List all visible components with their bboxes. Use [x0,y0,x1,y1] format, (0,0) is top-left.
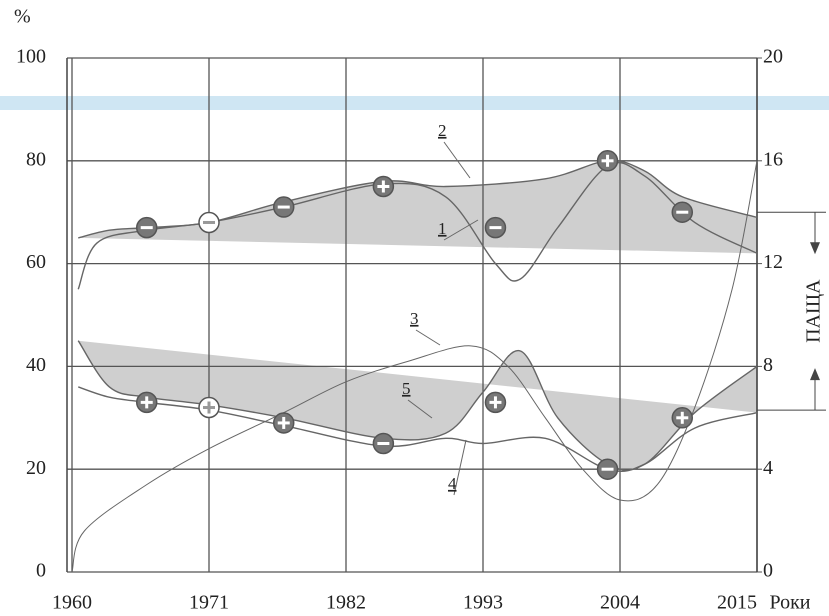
label-leader [407,399,433,419]
y2-tick-label: 0 [763,560,773,582]
x-tick-label: 1971 [189,592,229,614]
line [71,160,758,573]
curve-label: 5 [402,379,411,398]
bracket-label: ПАЩА [803,279,825,343]
y2-tick-label: 16 [763,148,783,170]
curve-label: 1 [438,219,447,238]
y2-tick-label: 8 [763,354,773,376]
band-fill [78,160,757,254]
watermark-band [0,96,829,110]
label-leader [415,329,441,346]
x-tick-label: 1960 [52,592,92,614]
y-axis-label: % [14,6,31,28]
x-tick-label: 2004 [600,592,640,614]
label-leader [443,219,479,241]
y-tick-label: 60 [26,251,46,273]
x-tick-label: 1982 [326,592,366,614]
x-axis-label: Роки [769,592,810,614]
band-fill [78,340,757,471]
y2-tick-label: 4 [763,457,773,479]
arrowhead [810,242,820,255]
curve-label: 2 [438,121,447,140]
arrowhead [810,368,820,381]
y-tick-label: 40 [26,354,46,376]
curve-label: 4 [448,474,457,493]
label-leader [453,439,467,496]
y2-tick-label: 20 [763,46,783,68]
y-tick-label: 0 [36,560,46,582]
y-tick-label: 20 [26,457,46,479]
y-tick-label: 80 [26,148,46,170]
line [77,161,758,290]
line [77,340,758,471]
y2-tick-label: 12 [763,251,783,273]
y-tick-label: 100 [16,46,46,68]
x-tick-label: 1993 [463,592,503,614]
curve-label: 3 [410,309,419,328]
label-leader [443,141,471,179]
x-tick-label: 2015 [717,592,757,614]
